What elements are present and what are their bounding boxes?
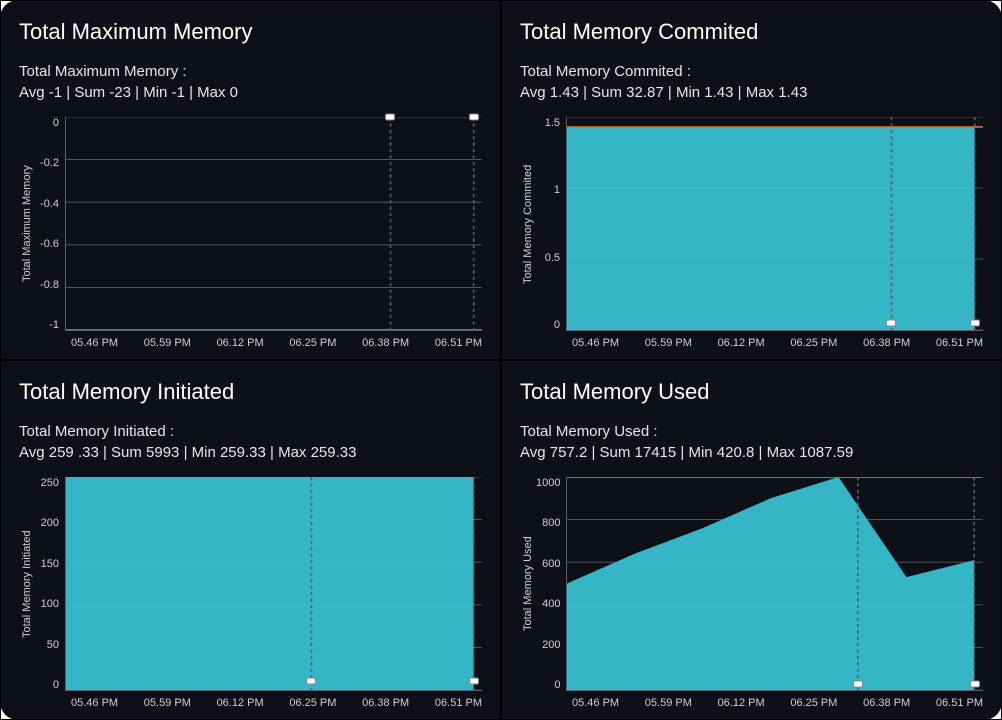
stats-line: Avg -1 | Sum -23 | Min -1 | Max 0 (19, 84, 482, 101)
y-tick: 250 (35, 477, 59, 489)
x-tick: 05.46 PM (71, 337, 118, 351)
data-point-marker[interactable] (306, 678, 316, 685)
x-ticks: 05.46 PM 05.59 PM 06.12 PM 06.25 PM 06.38 PM… (35, 691, 482, 711)
x-tick: 05.46 PM (572, 697, 619, 711)
x-tick: 06.38 PM (863, 697, 910, 711)
plot-area[interactable] (65, 117, 482, 331)
panel-title: Total Memory Used (520, 379, 983, 405)
x-tick: 05.46 PM (71, 697, 118, 711)
y-ticks: 1.5 1 0.5 0 (536, 117, 566, 331)
x-ticks: 05.46 PM 05.59 PM 06.12 PM 06.25 PM 06.38 PM… (536, 331, 983, 351)
y-tick: 200 (35, 517, 59, 529)
data-point-marker[interactable] (469, 678, 479, 685)
data-point-marker[interactable] (970, 319, 980, 326)
y-tick: 1.5 (536, 117, 560, 129)
y-tick: -0.8 (35, 279, 59, 291)
panel-memory-initiated: Total Memory Initiated Total Memory Init… (0, 360, 501, 720)
y-ticks: 250 200 150 100 50 0 (35, 477, 65, 691)
x-tick: 06.38 PM (362, 697, 409, 711)
x-tick: 06.38 PM (362, 337, 409, 351)
y-tick: -1 (35, 319, 59, 331)
stats-label: Total Memory Commited : (520, 63, 983, 80)
y-tick: -0.2 (35, 157, 59, 169)
stats-label: Total Memory Used : (520, 423, 983, 440)
x-ticks: 05.46 PM 05.59 PM 06.12 PM 06.25 PM 06.38 PM… (536, 691, 983, 711)
x-tick: 06.25 PM (790, 337, 837, 351)
x-ticks: 05.46 PM 05.59 PM 06.12 PM 06.25 PM 06.38 PM… (35, 331, 482, 351)
x-tick: 06.51 PM (435, 697, 482, 711)
stats-line: Avg 259 .33 | Sum 5993 | Min 259.33 | Ma… (19, 444, 482, 461)
y-tick: 100 (35, 598, 59, 610)
x-tick: 06.25 PM (289, 697, 336, 711)
data-point-marker[interactable] (886, 319, 896, 326)
data-point-marker[interactable] (469, 114, 479, 121)
chart[interactable]: Total Memory Commited 1.510.50 05.46 PM0… (520, 117, 983, 351)
x-tick: 06.12 PM (217, 337, 264, 351)
plot-area[interactable] (566, 117, 983, 331)
y-tick: 800 (536, 517, 560, 529)
y-axis-label: Total Memory Commited (520, 117, 536, 331)
y-tick: 1000 (536, 477, 560, 489)
panel-title: Total Memory Initiated (19, 379, 482, 405)
x-tick: 05.59 PM (144, 337, 191, 351)
x-tick: 05.59 PM (645, 337, 692, 351)
panel-max-memory: Total Maximum Memory Total Maximum Memor… (0, 0, 501, 360)
stats-label: Total Maximum Memory : (19, 63, 482, 80)
chart[interactable]: Total Memory Used 1000 800 600 400 200 0 05.4… (520, 477, 983, 711)
chart[interactable]: Total Maximum Memory 0 -0.2 -0.4 -0.6 -0.8 -1… (19, 117, 482, 351)
y-tick: 1 (536, 184, 560, 196)
y-axis-label: Total Memory Used (520, 477, 536, 691)
plot-area[interactable] (65, 477, 482, 691)
y-axis-label: Total Maximum Memory (19, 117, 35, 331)
y-tick: 0.5 (536, 252, 560, 264)
x-tick: 06.51 PM (936, 337, 983, 351)
x-tick: 06.12 PM (217, 697, 264, 711)
x-tick: 06.25 PM (790, 697, 837, 711)
x-tick: 05.59 PM (645, 697, 692, 711)
y-axis-label: Total Memory Initiated (19, 477, 35, 691)
data-point-marker[interactable] (853, 680, 863, 687)
x-tick: 06.51 PM (936, 697, 983, 711)
x-tick: 05.46 PM (572, 337, 619, 351)
y-tick: -0.4 (35, 198, 59, 210)
x-tick: 06.51 PM (435, 337, 482, 351)
stats-line: Avg 757.2 | Sum 17415 | Min 420.8 | Max … (520, 444, 983, 461)
panel-memory-used: Total Memory Used Total Memory Used : Av… (501, 360, 1002, 720)
stats-label: Total Memory Initiated : (19, 423, 482, 440)
x-tick: 06.38 PM (863, 337, 910, 351)
y-tick: 0 (536, 679, 560, 691)
y-ticks: 0 -0.2 -0.4 -0.6 -0.8 -1 (35, 117, 65, 331)
dashboard: Total Maximum Memory Total Maximum Memor… (0, 0, 1002, 720)
panel-title: Total Memory Commited (520, 19, 983, 45)
y-tick: 150 (35, 558, 59, 570)
y-tick: 200 (536, 639, 560, 651)
y-tick: 0 (536, 319, 560, 331)
x-tick: 06.12 PM (718, 337, 765, 351)
x-tick: 06.25 PM (289, 337, 336, 351)
y-tick: 600 (536, 558, 560, 570)
data-point-marker[interactable] (385, 114, 395, 121)
panel-memory-committed: Total Memory Commited Total Memory Commi… (501, 0, 1002, 360)
chart[interactable]: Total Memory Initiated 250 200 150 100 50 0 0… (19, 477, 482, 711)
x-tick: 06.12 PM (718, 697, 765, 711)
y-ticks: 1000 800 600 400 200 0 (536, 477, 566, 691)
y-tick: 0 (35, 117, 59, 129)
y-tick: -0.6 (35, 238, 59, 250)
y-tick: 400 (536, 598, 560, 610)
data-point-marker[interactable] (970, 680, 980, 687)
plot-area[interactable] (566, 477, 983, 691)
stats-line: Avg 1.43 | Sum 32.87 | Min 1.43 | Max 1.… (520, 84, 983, 101)
y-tick: 50 (35, 639, 59, 651)
panel-title: Total Maximum Memory (19, 19, 482, 45)
y-tick: 0 (35, 679, 59, 691)
x-tick: 05.59 PM (144, 697, 191, 711)
